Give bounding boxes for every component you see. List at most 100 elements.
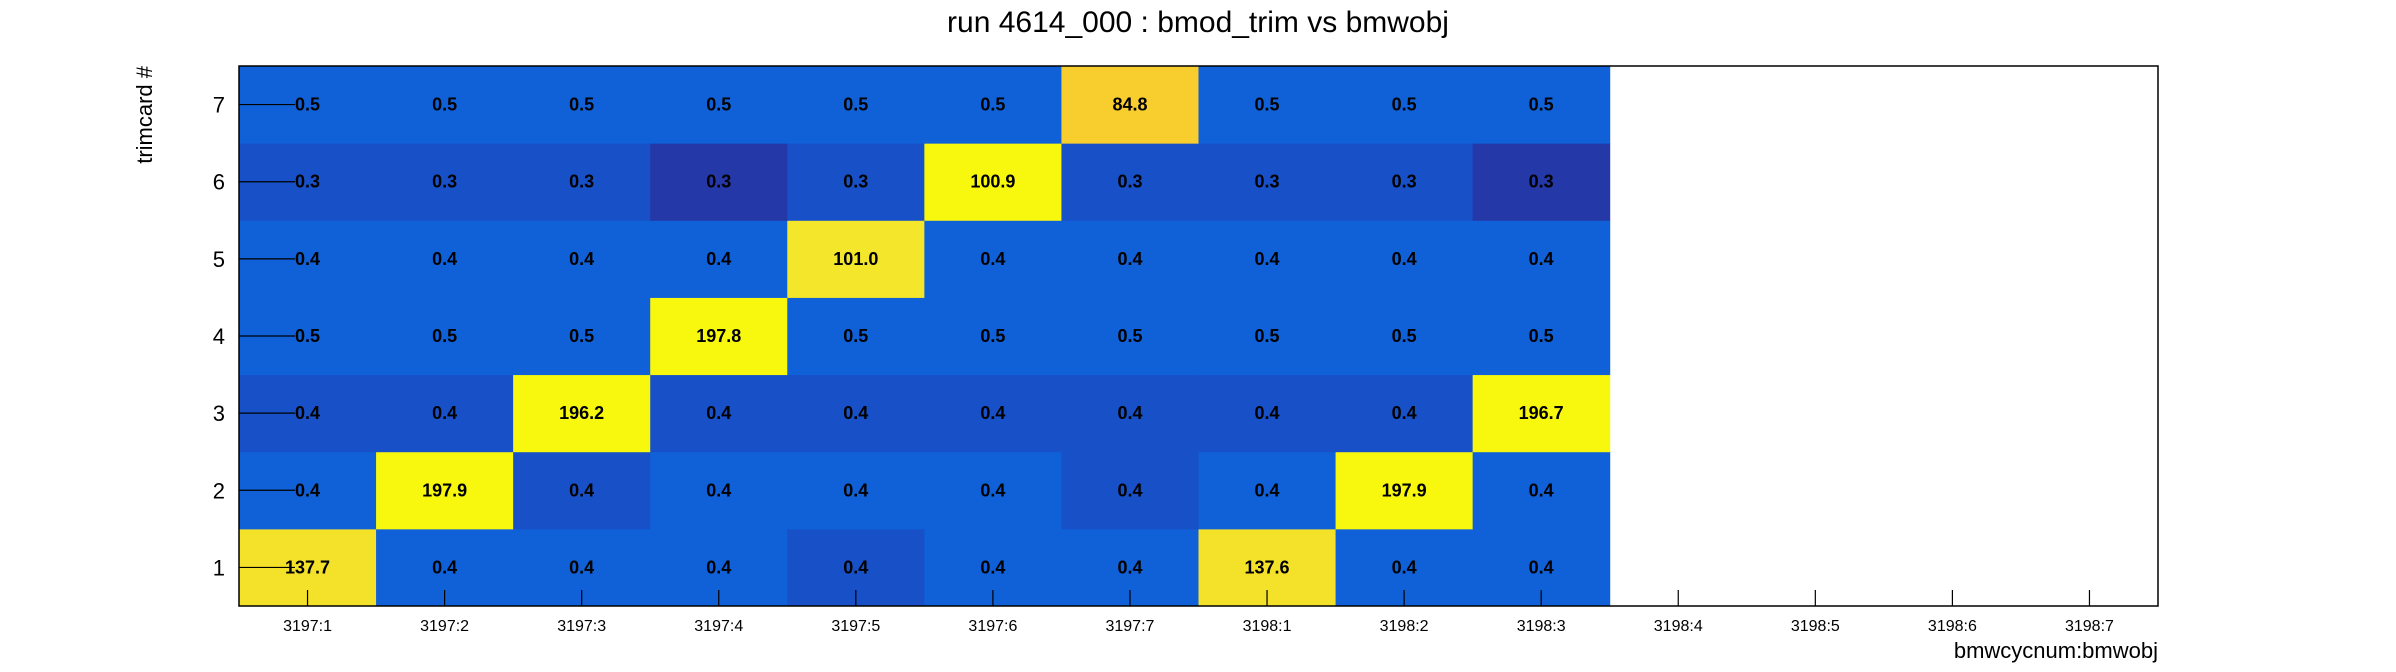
heatmap-cell [787,220,925,298]
cell-value-label: 0.4 [569,249,594,269]
cell-value-label: 0.3 [843,172,868,192]
cell-value-label: 0.4 [1392,249,1417,269]
y-tick-label: 3 [213,401,225,426]
cell-value-label: 0.5 [1255,95,1280,115]
cell-value-label: 0.5 [843,326,868,346]
heatmap-cell [1472,143,1611,221]
chart-title: run 4614_000 : bmod_trim vs bmwobj [947,6,1449,39]
cell-value-label: 0.5 [1529,326,1554,346]
heatmap-cell [650,297,788,376]
heatmap-cell [1198,451,1337,530]
x-tick-label: 3197:6 [968,618,1017,635]
cell-value-label: 0.5 [1255,326,1280,346]
heatmap-cell [924,374,1062,453]
heatmap-cell [1335,143,1474,221]
heatmap-cell [1198,66,1337,144]
cell-value-label: 196.7 [1519,403,1564,423]
x-tick-label: 3197:3 [557,618,606,635]
cell-value-label: 0.4 [295,403,320,423]
cell-value-label: 0.5 [1529,95,1554,115]
cell-value-label: 0.5 [295,95,320,115]
cell-value-label: 0.3 [1117,172,1142,192]
heatmap-cell [513,374,651,453]
heatmap-cell [1061,220,1199,298]
y-tick-label: 7 [213,93,225,118]
cell-value-label: 0.4 [706,403,731,423]
x-axis-title: bmwcycnum:bmwobj [1954,638,2158,663]
plot-frame [238,65,2159,607]
heatmap-cell [650,220,788,298]
cell-value-label: 0.5 [706,95,731,115]
cell-value-label: 0.4 [706,480,731,500]
cell-value-label: 137.7 [285,557,330,577]
cell-value-label: 0.4 [706,249,731,269]
cell-value-label: 84.8 [1112,95,1147,115]
heatmap-cell [376,374,514,453]
cell-value-label: 0.5 [1392,95,1417,115]
x-tick-label: 3197:1 [283,618,332,635]
cell-value-label: 0.5 [980,95,1005,115]
cell-value-label: 0.4 [980,480,1005,500]
heatmap-cell [513,143,651,221]
cell-value-label: 0.3 [706,172,731,192]
y-tick-label: 1 [213,555,225,580]
heatmap-cell [1061,451,1199,530]
cell-value-label: 0.5 [432,326,457,346]
cell-value-label: 0.4 [843,403,868,423]
cell-value-label: 197.9 [422,480,467,500]
cell-value-label: 0.3 [295,172,320,192]
heatmap-cell [924,143,1062,221]
heatmap-cell [376,297,514,376]
heatmap-cell [1198,143,1337,221]
cell-value-label: 197.8 [696,326,741,346]
heatmap-cell [1472,66,1611,144]
x-tick-label: 3198:6 [1928,618,1977,635]
heatmap-cell [924,297,1062,376]
cell-value-label: 0.5 [569,326,594,346]
cell-value-label: 0.4 [1117,403,1142,423]
cell-value-label: 0.4 [1529,557,1554,577]
heatmap-cell [787,451,925,530]
cell-value-label: 0.4 [1255,403,1280,423]
x-tick-label: 3197:2 [420,618,469,635]
heatmap-cell [1335,374,1474,453]
cell-value-label: 0.3 [1255,172,1280,192]
y-tick-label: 5 [213,247,225,272]
cell-value-label: 0.5 [1117,326,1142,346]
heatmap-cell [1061,143,1199,221]
heatmap-cell [1061,374,1199,453]
heatmap-cell [1198,374,1337,453]
cell-value-label: 137.6 [1245,557,1290,577]
cell-value-label: 0.4 [569,480,594,500]
cell-value-label: 0.4 [569,557,594,577]
heatmap-cell [513,451,651,530]
x-tick-label: 3198:7 [2065,618,2114,635]
cell-value-label: 0.4 [1117,480,1142,500]
cell-value-label: 0.3 [1529,172,1554,192]
cell-value-label: 100.9 [970,172,1015,192]
heatmap-cell [787,143,925,221]
x-tick-label: 3198:1 [1243,618,1292,635]
heatmap-cell [1472,451,1611,530]
cell-value-label: 0.4 [432,249,457,269]
heatmap-cell [1061,66,1199,144]
heatmap-cell [376,66,514,144]
heatmap-cell [650,451,788,530]
heatmap-cell [650,143,788,221]
heatmap-cell [1335,297,1474,376]
cell-value-label: 0.5 [432,95,457,115]
heatmap-cell [1472,374,1611,453]
heatmap-cell [924,220,1062,298]
y-tick-label: 6 [213,170,225,195]
heatmap-cell [1061,297,1199,376]
cell-value-label: 101.0 [833,249,878,269]
heatmap-cell [1335,220,1474,298]
x-tick-label: 3198:3 [1517,618,1566,635]
heatmap-cell [650,66,788,144]
x-tick-label: 3197:4 [694,618,743,635]
heatmap-cell [376,220,514,298]
cell-value-label: 0.4 [1392,557,1417,577]
y-axis-title: trimcard # [132,65,157,164]
axis-ticks: 3197:1 3197:2 3197:3 3197:4 3197:5 3197:6 3197… [213,93,2114,635]
cell-value-label: 0.5 [295,326,320,346]
